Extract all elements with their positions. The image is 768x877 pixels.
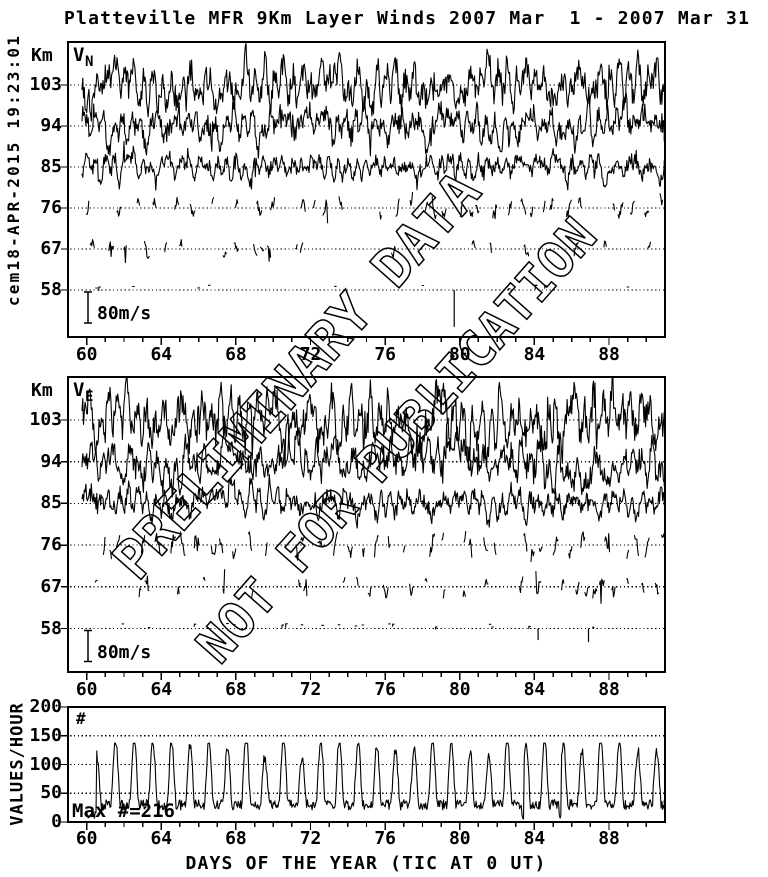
day-tick-label: 68 [225,679,247,700]
day-tick-label: 68 [225,828,247,849]
altitude-tick-label: 58 [40,279,62,300]
max-count-label: Max #=216 [72,800,175,822]
day-tick-label: 64 [150,679,173,700]
altitude-tick-label: 67 [40,575,62,597]
wind-trace-94km [81,419,665,498]
value-tick-label: 0 [51,811,62,832]
wind-trace-67km [94,569,660,604]
day-tick-label: 80 [448,828,471,849]
day-tick-label: 60 [75,679,98,700]
day-tick-label: 84 [523,344,546,365]
day-tick-label: 88 [598,344,620,365]
y-axis-unit-label: Km [31,380,53,401]
wind-component-subscript: E [85,389,94,405]
wind-trace-76km [102,531,665,563]
count-gridlines [70,735,664,794]
altitude-tick-label: 103 [29,409,62,430]
wind-trace-76km [85,191,664,224]
altitude-tick-label: 85 [40,156,62,177]
wind-trace-103km [81,377,665,472]
day-tick-label: 68 [225,344,247,365]
scale-bar [84,629,92,663]
scale-bar-label: 80m/s [97,303,152,324]
altitude-tick-label: 103 [29,74,62,95]
altitude-tick-label: 58 [40,617,62,639]
altitude-tick-label: 76 [40,197,62,218]
wind-trace-85km [81,474,665,529]
wind-trace-103km [81,42,665,122]
day-tick-label: 76 [374,828,396,849]
value-tick-label: 200 [29,696,62,717]
wind-component-label: V [73,379,85,401]
day-tick-label: 72 [299,344,322,365]
wind-trace-58km [95,284,630,292]
counts-panel [61,706,666,830]
altitude-tick-label: 67 [40,238,62,259]
altitude-ticks [61,84,69,291]
day-tick-label: 64 [150,828,173,849]
value-ticks [61,706,69,823]
scale-bar-label: 80m/s [97,641,152,663]
altitude-tick-label: 76 [40,534,62,556]
day-tick-label: 72 [299,679,322,700]
count-symbol-label: # [76,709,86,728]
scale-bar [84,291,92,324]
wind-trace-94km [81,92,665,159]
wind-trace-67km [89,239,651,264]
y-axis-unit-label: Km [31,45,53,66]
day-tick-label: 64 [150,344,173,365]
altitude-tick-label: 85 [40,492,62,514]
day-ticks [86,822,647,830]
day-tick-label: 72 [299,828,322,849]
render-timestamp: cem18-APR-2015 19:23:01 [4,33,23,307]
day-tick-label: 76 [374,344,396,365]
page-title: Platteville MFR 9Km Layer Winds 2007 Mar… [64,8,751,29]
x-axis-title: DAYS OF THE YEAR (TIC AT 0 UT) [185,853,547,874]
day-ticks [86,337,647,345]
zonal_wind_ve-panel [61,376,666,680]
day-tick-label: 88 [598,828,620,849]
day-tick-label: 60 [75,828,98,849]
value-tick-label: 50 [40,782,62,804]
day-tick-label: 88 [598,679,620,700]
value-tick-label: 150 [29,724,62,746]
day-tick-label: 84 [523,679,546,700]
wind-trace-58km [121,623,595,630]
day-tick-label: 60 [75,344,98,365]
altitude-tick-label: 94 [40,115,62,136]
meridional_wind_vn-panel [61,41,666,345]
hourly-counts-trace [86,742,665,820]
day-tick-label: 80 [448,679,471,700]
day-ticks [86,672,647,680]
wind-component-label: V [73,44,85,66]
altitude-tick-label: 94 [40,450,62,472]
day-tick-label: 84 [523,828,546,849]
altitude-ticks [61,419,69,630]
wind-component-subscript: N [85,54,94,70]
wind-trace-85km [81,141,665,191]
value-tick-label: 100 [29,753,62,775]
day-tick-label: 80 [448,344,471,365]
day-tick-label: 76 [374,679,396,700]
